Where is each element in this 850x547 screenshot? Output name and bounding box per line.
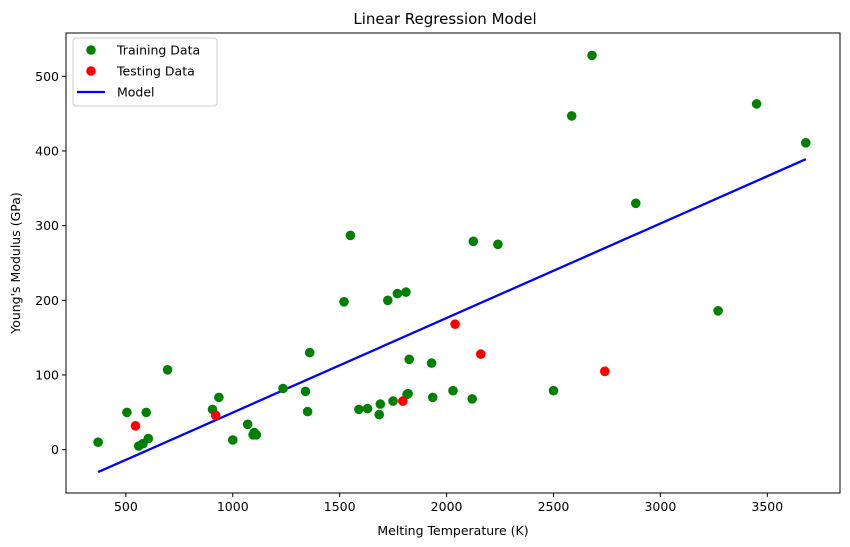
training-data-point-25	[388, 396, 398, 406]
x-tick-label: 1000	[217, 499, 249, 514]
training-data-point-15	[300, 386, 311, 397]
x-tick-label: 2000	[431, 499, 463, 514]
training-data-point-42	[751, 99, 762, 109]
y-tick-label: 100	[35, 368, 59, 383]
testing-data-point-3	[450, 319, 460, 330]
training-data-point-35	[468, 236, 479, 247]
legend-marker-training-data	[86, 45, 96, 55]
training-data-point-27	[401, 287, 411, 297]
training-data-point-31	[426, 358, 437, 368]
training-data-point-36	[493, 239, 503, 250]
y-axis-label: Young's Modulus (GPa)	[8, 192, 23, 335]
x-tick-label: 1500	[324, 499, 356, 514]
x-tick-label: 500	[114, 499, 138, 514]
testing-data-point-2	[398, 396, 408, 406]
training-data-point-29	[403, 388, 413, 399]
training-data-point-21	[362, 403, 373, 414]
training-data-point-1	[122, 407, 132, 418]
training-data-point-26	[392, 288, 403, 299]
plot-frame	[65, 32, 841, 494]
x-tick-label: 3000	[644, 499, 676, 514]
training-data-point-37	[548, 385, 559, 396]
training-data-point-5	[143, 433, 154, 444]
chart-title: Linear Regression Model	[353, 10, 536, 28]
training-data-point-43	[801, 138, 811, 148]
training-data-point-23	[375, 399, 386, 409]
legend-label-model: Model	[117, 85, 155, 100]
training-data-point-17	[304, 347, 315, 358]
training-data-point-13	[251, 430, 262, 440]
legend: Training Data Testing Data Model	[72, 37, 218, 107]
testing-data-point-4	[476, 349, 486, 359]
training-data-point-24	[383, 295, 393, 306]
training-data-point-10	[242, 419, 253, 430]
plot-area	[93, 50, 811, 474]
training-data-point-30	[404, 354, 415, 365]
training-data-point-9	[228, 435, 238, 445]
y-axis: 0 100 200 300 400 500	[35, 69, 66, 457]
y-tick-label: 300	[35, 218, 59, 233]
training-data-point-39	[587, 50, 597, 61]
testing-data-point-5	[600, 366, 610, 377]
y-tick-label: 200	[35, 293, 59, 308]
x-axis: 500 1000 1500 2000 2500 3000 3500	[114, 493, 783, 514]
y-tick-label: 0	[51, 442, 59, 457]
legend-label-testing-data: Testing Data	[116, 64, 195, 79]
training-data-point-4	[141, 407, 151, 418]
training-data-point-22	[374, 409, 385, 420]
y-tick-label: 500	[35, 69, 59, 84]
training-data-point-14	[278, 383, 288, 394]
y-tick-label: 400	[35, 143, 59, 158]
training-data-point-8	[214, 392, 224, 403]
training-data-point-16	[302, 406, 313, 417]
training-data-point-34	[467, 394, 478, 404]
x-axis-label: Melting Temperature (K)	[377, 523, 528, 538]
training-data-point-19	[345, 230, 356, 241]
x-tick-label: 3500	[751, 499, 783, 514]
testing-data-point-0	[130, 421, 141, 431]
training-data-point-33	[448, 385, 458, 396]
training-data-point-41	[713, 306, 723, 316]
legend-marker-testing-data	[86, 66, 96, 76]
legend-box	[72, 37, 218, 107]
training-data-point-38	[566, 111, 577, 121]
training-data-point-6	[162, 365, 173, 375]
legend-label-training-data: Training Data	[116, 43, 200, 58]
training-data-point-32	[427, 392, 438, 403]
training-data-point-0	[93, 437, 103, 448]
training-data-point-18	[339, 297, 349, 307]
training-data-point-40	[631, 198, 641, 209]
testing-data-point-1	[210, 410, 221, 421]
training-data-point-20	[354, 404, 364, 415]
x-tick-label: 2500	[538, 499, 570, 514]
